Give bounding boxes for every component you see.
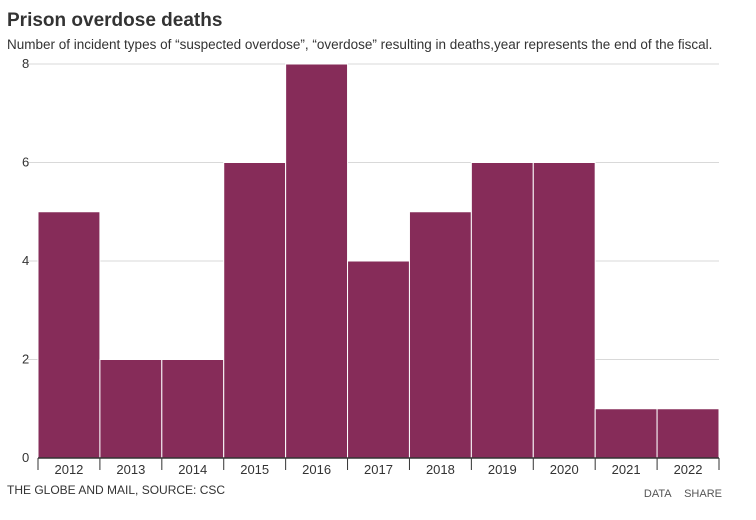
bars (37, 63, 720, 459)
x-tick-label: 2016 (302, 462, 331, 477)
x-tick-label: 2020 (550, 462, 579, 477)
x-tick-label: 2015 (240, 462, 269, 477)
x-tick-label: 2017 (364, 462, 393, 477)
bar-2016 (285, 63, 349, 459)
x-tick-label: 2019 (488, 462, 517, 477)
bar-2020 (532, 162, 596, 459)
footer-links: DATA SHARE (634, 488, 722, 500)
axes: 0 2 4 6 8 2012 2013 2014 2015 2016 2017 2018 2019 202… (22, 56, 720, 477)
data-link[interactable]: DATA (643, 488, 672, 500)
x-tick-label: 2021 (612, 462, 641, 477)
bar-2018 (408, 211, 472, 459)
x-tick-label: 2022 (674, 462, 703, 477)
chart-title: Prison overdose deaths (7, 10, 223, 31)
x-tick-label: 2014 (178, 462, 207, 477)
x-tick-label: 2018 (426, 462, 455, 477)
x-tick-label: 2013 (116, 462, 145, 477)
chart-subtitle: Number of incident types of “suspected o… (7, 37, 713, 52)
y-tick-label: 8 (22, 56, 29, 71)
y-tick-label: 4 (22, 253, 29, 268)
y-tick-label: 2 (22, 352, 29, 367)
bar-2019 (470, 162, 534, 459)
bar-2014 (161, 359, 225, 459)
bar-2017 (347, 260, 410, 459)
share-link[interactable]: SHARE (684, 488, 722, 500)
y-tick-label: 6 (22, 155, 29, 170)
x-tick-label: 2012 (54, 462, 83, 477)
bar-2015 (223, 162, 287, 459)
y-tick-label: 0 (22, 450, 29, 465)
bar-2012 (37, 211, 101, 459)
bar-2021 (594, 408, 658, 459)
bar-2013 (99, 359, 163, 459)
bar-2022 (656, 408, 720, 459)
source-credit: THE GLOBE AND MAIL, SOURCE: CSC (7, 483, 226, 497)
